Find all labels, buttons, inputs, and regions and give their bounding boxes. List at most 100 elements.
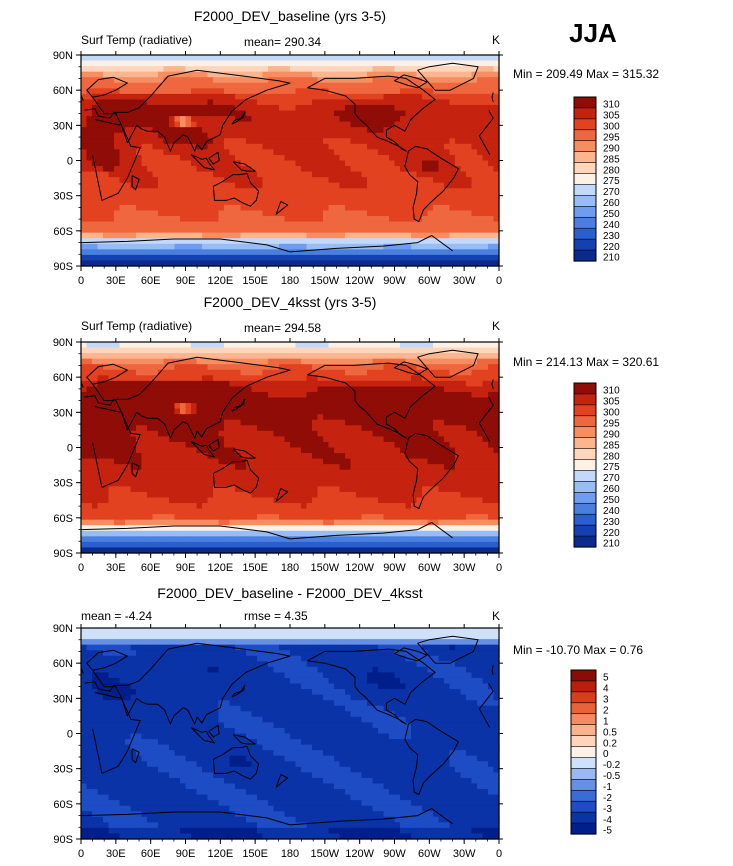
map-cell [251,116,258,123]
map-cell [433,182,440,189]
map-cell [361,149,368,156]
map-cell [103,216,110,223]
map-cell [191,193,198,200]
map-cell [158,375,165,382]
map-cell [482,66,489,73]
map-cell [416,243,423,250]
map-cell [246,116,253,123]
map-cell [103,199,110,206]
map-cell [268,221,275,228]
map-cell [455,403,462,410]
map-cell [152,480,159,487]
map-cell [334,391,341,399]
map-cell [455,132,462,139]
map-cell [438,475,445,482]
map-cell [455,353,462,360]
map-cell [147,364,154,371]
map-cell [295,138,302,145]
map-cell [422,447,429,454]
map-cell [141,149,148,156]
map-cell [92,375,99,382]
map-cell [460,430,467,437]
map-cell [218,154,225,162]
map-cell [339,447,346,454]
map-cell [213,149,220,156]
map-cell [367,403,374,410]
map-cell [477,221,484,228]
map-cell [174,249,181,256]
map-cell [301,104,308,112]
map-cell [361,193,368,200]
map-cell [163,93,170,101]
map-cell [378,132,385,139]
map-cell [213,342,220,349]
map-cell [147,116,154,123]
map-cell [268,166,275,173]
map-cell [207,116,214,123]
map-cell [334,453,341,460]
map-cell [493,358,500,365]
map-cell [180,188,187,195]
map-cell [163,99,170,106]
map-cell [334,430,341,437]
map-cell [136,166,143,173]
map-cell [125,60,132,67]
map-cell [334,182,341,189]
map-cell [213,436,220,443]
map-cell [471,414,478,421]
map-cell [317,369,324,376]
map-cell [323,177,330,184]
map-cell [235,60,242,67]
map-cell [125,260,132,267]
map-cell [268,347,275,354]
map-cell [306,364,313,371]
map-cell [383,441,390,449]
map-cell [378,210,385,217]
map-cell [125,193,132,200]
map-cell [312,66,319,73]
map-cell [279,364,286,371]
map-cell [262,458,269,465]
map-cell [306,353,313,360]
map-cell [207,369,214,376]
map-cell [191,93,198,101]
map-cell [323,464,330,471]
map-cell [455,464,462,471]
map-cell [152,110,159,117]
map-cell [158,447,165,454]
map-cell [114,227,121,234]
map-cell [433,369,440,376]
map-cell [334,254,341,262]
map-cell [103,347,110,354]
map-cell [152,99,159,106]
map-cell [86,104,93,112]
map-cell [372,430,379,437]
map-cell [114,397,121,404]
map-cell [229,453,236,460]
map-cell [339,386,346,393]
map-cell [169,453,176,460]
map-cell [174,82,181,89]
map-cell [328,353,335,360]
map-cell [350,441,357,449]
map-cell [218,358,225,365]
map-cell [350,82,357,89]
map-cell [339,132,346,139]
map-cell [444,154,451,162]
map-cell [273,469,280,476]
map-cell [460,391,467,399]
map-cell [383,227,390,234]
map-cell [218,243,225,250]
map-cell [389,216,396,223]
map-cell [130,132,137,139]
map-cell [367,391,374,399]
map-cell [92,121,99,128]
map-cell [86,419,93,426]
map-cell [372,221,379,228]
map-cell [185,55,192,62]
map-cell [350,358,357,365]
map-cell [411,121,418,128]
map-cell [257,193,264,200]
map-cell [323,469,330,476]
map-cell [180,138,187,145]
